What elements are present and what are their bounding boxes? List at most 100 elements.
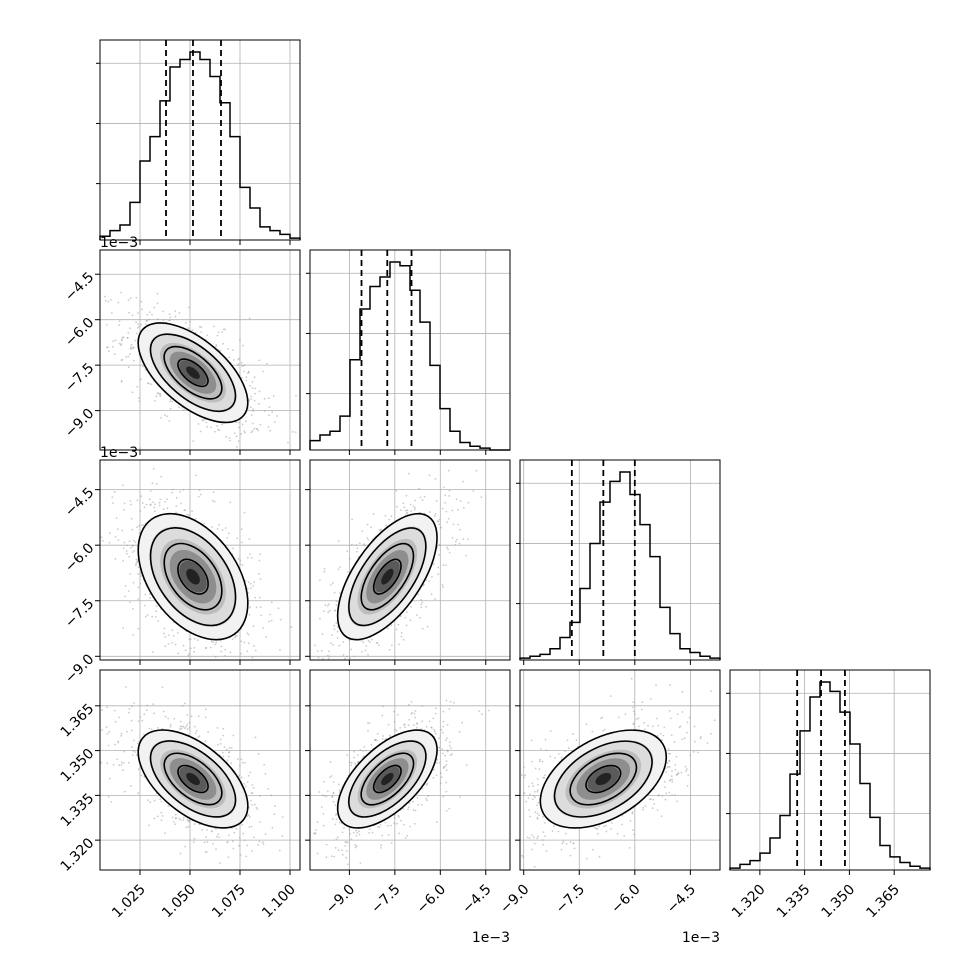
scatter-point	[190, 647, 192, 650]
scatter-point	[347, 863, 349, 866]
scatter-point	[221, 529, 224, 531]
scatter-point	[218, 862, 221, 865]
scatter-point	[348, 557, 351, 560]
scatter-point	[356, 832, 358, 834]
scatter-point	[573, 847, 576, 850]
scatter-point	[160, 416, 162, 419]
scatter-point	[137, 586, 140, 589]
scatter-point	[210, 640, 213, 643]
scatter-point	[204, 647, 207, 650]
scatter-point	[141, 719, 144, 722]
scatter-point	[641, 701, 644, 704]
scatter-point	[688, 716, 691, 719]
scatter-point	[216, 727, 219, 729]
scatter-point	[328, 609, 331, 612]
scatter-point	[188, 726, 191, 729]
scatter-point	[439, 782, 442, 785]
scatter-point	[442, 720, 445, 723]
scatter-point	[421, 499, 424, 502]
scatter-point	[204, 708, 207, 711]
scatter-point	[239, 339, 241, 342]
scatter-point	[327, 603, 330, 605]
scatter-point	[398, 832, 401, 835]
scatter-point	[201, 419, 204, 421]
scatter-point	[458, 796, 461, 798]
scatter-point	[209, 646, 212, 649]
scatter-point	[251, 850, 254, 852]
scatter-point	[243, 839, 246, 842]
scatter-point	[335, 622, 338, 624]
scatter-point	[217, 331, 220, 334]
scatter-point	[240, 528, 243, 531]
scatter-point	[266, 362, 268, 365]
scatter-point	[367, 653, 369, 656]
scatter-point	[426, 625, 429, 628]
scatter-point	[445, 564, 447, 567]
scatter-point	[268, 414, 270, 417]
scatter-point	[251, 429, 254, 432]
scatter-point	[118, 324, 121, 327]
scatter-point	[369, 641, 371, 643]
scatter-point	[251, 804, 253, 806]
scatter-point	[239, 764, 241, 767]
scatter-point	[429, 511, 431, 513]
scatter-point	[423, 495, 426, 498]
panel-p2-p1	[305, 459, 511, 665]
scatter-point	[359, 862, 362, 864]
scatter-point	[362, 750, 365, 752]
scatter-point	[386, 824, 389, 827]
scatter-point	[451, 509, 454, 512]
scatter-point	[326, 605, 329, 607]
scatter-point	[344, 845, 347, 847]
scatter-point	[368, 832, 370, 834]
scatter-point	[256, 808, 259, 810]
scatter-point	[445, 809, 448, 812]
scatter-point	[315, 829, 318, 831]
scatter-point	[169, 407, 172, 410]
scatter-point	[390, 842, 393, 844]
scatter-point	[534, 811, 537, 814]
scatter-point	[434, 712, 437, 715]
scatter-point	[117, 301, 120, 304]
scatter-point	[242, 832, 245, 835]
scatter-point	[104, 299, 107, 302]
scatter-point	[129, 327, 131, 330]
scatter-point	[390, 824, 392, 827]
scatter-point	[321, 657, 324, 660]
scatter-point	[236, 635, 239, 637]
scatter-point	[400, 819, 402, 822]
scatter-point	[441, 748, 444, 751]
scatter-point	[241, 541, 243, 544]
scatter-point	[421, 601, 424, 604]
scatter-point	[113, 709, 116, 712]
scatter-point	[430, 593, 433, 596]
scatter-point	[346, 550, 349, 553]
scatter-point	[242, 344, 244, 347]
scatter-point	[158, 504, 161, 507]
scatter-point	[434, 707, 437, 710]
scatter-point	[233, 831, 236, 834]
scatter-point	[144, 615, 147, 618]
scatter-point	[193, 646, 196, 649]
scatter-point	[174, 823, 177, 826]
scatter-point	[536, 804, 538, 807]
scatter-point	[439, 772, 442, 774]
scatter-point	[129, 353, 131, 356]
scatter-point	[221, 423, 224, 426]
scatter-point	[337, 540, 340, 542]
scatter-point	[267, 397, 270, 400]
scatter-point	[462, 538, 465, 541]
scatter-point	[182, 488, 185, 491]
scatter-point	[197, 715, 200, 718]
scatter-point	[156, 292, 159, 295]
scatter-point	[213, 430, 216, 433]
scatter-point	[372, 513, 375, 515]
scatter-point	[133, 702, 136, 704]
scatter-point	[487, 709, 490, 712]
scatter-point	[200, 331, 203, 333]
scatter-point	[148, 727, 151, 730]
scatter-point	[414, 506, 416, 509]
scatter-point	[457, 523, 459, 526]
scatter-point	[420, 598, 422, 601]
